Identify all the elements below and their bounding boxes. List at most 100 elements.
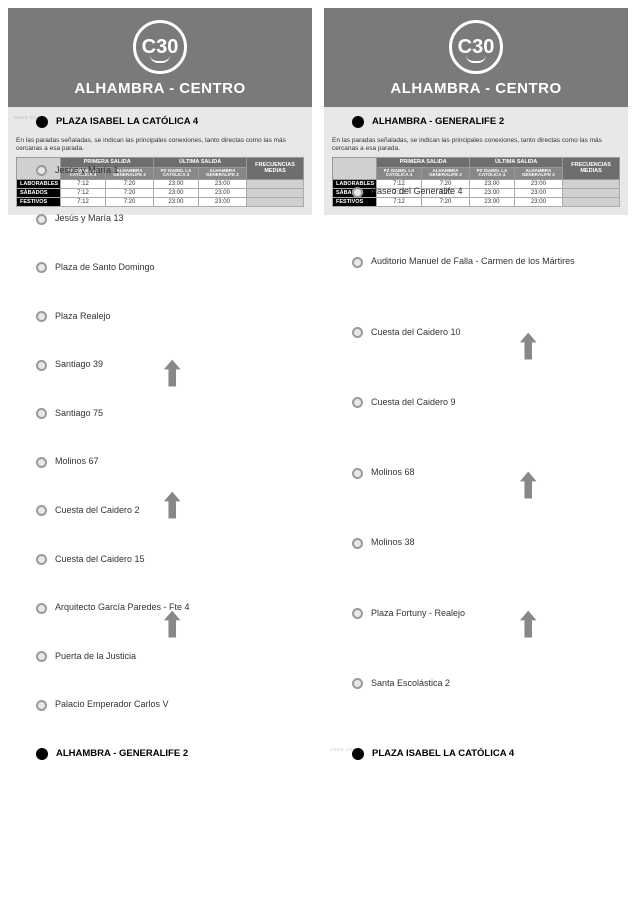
direction-arrow-icon: ⬆ <box>160 358 184 392</box>
stop-label: Plaza de Santo Domingo <box>55 263 155 273</box>
stop: Plaza de Santo Domingo <box>8 261 312 275</box>
stop-label: Palacio Emperador Carlos V <box>55 700 169 710</box>
cell: 7:20 <box>105 179 153 188</box>
row-label: FESTIVOS <box>17 197 61 206</box>
footnote: En las paradas señaladas, se indican las… <box>332 137 620 153</box>
stop-label: Santiago 75 <box>55 409 103 419</box>
panel-footer: En las paradas señaladas, se indican las… <box>324 133 628 215</box>
stop-label: ALHAMBRA - GENERALIFE 2 <box>372 117 504 127</box>
stop-label: ALHAMBRA - GENERALIFE 2 <box>56 749 188 759</box>
stop: Molinos 38 <box>324 536 628 550</box>
cell: 23:00 <box>154 188 199 197</box>
row-label: LABORABLES <box>17 179 61 188</box>
stop: ○○○○ ○○○○PLAZA ISABEL LA CATÓLICA 4 <box>8 115 312 129</box>
stop-label: Santa Escolástica 2 <box>371 679 450 689</box>
col-header: PRIMERA SALIDA <box>377 157 470 167</box>
stop-marker <box>352 608 363 619</box>
stop-marker <box>352 327 363 338</box>
stop: Paseo del Generalife 4 <box>324 185 628 199</box>
stop: ○○○○ ○○○○PLAZA ISABEL LA CATÓLICA 4 <box>324 747 628 761</box>
cell <box>247 188 304 197</box>
stops-area: ○○○○ ○○○○PLAZA ISABEL LA CATÓLICA 4Jesús… <box>8 107 312 133</box>
stop-label: Puerta de la Justicia <box>55 652 136 662</box>
stop-label: Paseo del Generalife 4 <box>371 187 463 197</box>
stop-marker <box>36 311 47 322</box>
direction-arrow-icon: ⬆ <box>516 331 540 365</box>
stop-marker <box>352 187 363 198</box>
route-panel: C30ALHAMBRA - CENTRO ALHAMBRA - GENERALIF… <box>324 8 628 215</box>
cell: 7:20 <box>105 188 153 197</box>
stop-label: Plaza Realejo <box>55 312 111 322</box>
stop-marker <box>36 457 47 468</box>
col-header: FRECUENCIAS MEDIAS <box>563 157 620 179</box>
cell <box>247 197 304 206</box>
stop: Plaza Realejo <box>8 309 312 323</box>
cell: 23:00 <box>198 179 246 188</box>
stop-label: Molinos 38 <box>371 538 415 548</box>
stop-label: Jesús y María 1 <box>55 166 119 176</box>
stop: Palacio Emperador Carlos V <box>8 698 312 712</box>
stop-marker <box>36 360 47 371</box>
stop: Auditorio Manuel de Falla - Carmen de lo… <box>324 255 628 269</box>
stop-label: PLAZA ISABEL LA CATÓLICA 4 <box>372 749 514 759</box>
route-logo: C30 <box>449 20 503 74</box>
table-row: SÁBADOS7:127:2023:0023:00 <box>17 188 304 197</box>
stop: Plaza Fortuny - Realejo <box>324 607 628 621</box>
stop-label: PLAZA ISABEL LA CATÓLICA 4 <box>56 117 198 127</box>
direction-arrow-icon: ⬆ <box>516 609 540 643</box>
stop-marker <box>352 397 363 408</box>
cell: 7:12 <box>61 197 106 206</box>
cell: 23:00 <box>198 197 246 206</box>
stop-marker <box>352 678 363 689</box>
terminal-stop-marker <box>36 748 48 760</box>
cell: 7:20 <box>105 197 153 206</box>
stop-label: Plaza Fortuny - Realejo <box>371 609 465 619</box>
terminal-stop-marker <box>36 116 48 128</box>
stop-label: Cuesta del Caidero 15 <box>55 555 145 565</box>
row-label: SÁBADOS <box>17 188 61 197</box>
sub-header: PZ ISABEL LA CATÓLICA 4 <box>470 167 515 179</box>
stop-marker <box>36 603 47 614</box>
stop-label: Molinos 67 <box>55 457 99 467</box>
cell: 23:00 <box>154 197 199 206</box>
table-corner <box>333 157 377 179</box>
stop: Santa Escolástica 2 <box>324 677 628 691</box>
stop: Jesús y María 13 <box>8 212 312 226</box>
stop: Santiago 75 <box>8 407 312 421</box>
stop-label: Molinos 68 <box>371 468 415 478</box>
route-panel: C30ALHAMBRA - CENTRO○○○○ ○○○○PLAZA ISABE… <box>8 8 312 215</box>
panel-header: C30ALHAMBRA - CENTRO <box>8 8 312 107</box>
stop: Cuesta del Caidero 9 <box>324 396 628 410</box>
stop-label: Auditorio Manuel de Falla - Carmen de lo… <box>371 257 575 267</box>
stop: Jesús y María 1 <box>8 164 312 178</box>
stop: Molinos 67 <box>8 455 312 469</box>
sub-header: ALHAMBRA GENERALIFE 2 <box>421 167 469 179</box>
terminal-stop-marker <box>352 748 364 760</box>
sub-header: ALHAMBRA GENERALIFE 2 <box>514 167 562 179</box>
stop: Puerta de la Justicia <box>8 650 312 664</box>
stop: Molinos 68 <box>324 466 628 480</box>
stop-marker <box>36 700 47 711</box>
cell: 7:12 <box>61 179 106 188</box>
stop-label: Jesús y María 13 <box>55 214 124 224</box>
direction-arrow-icon: ⬆ <box>160 609 184 643</box>
stop-marker <box>352 538 363 549</box>
stop-label: Santiago 39 <box>55 360 103 370</box>
stop-label: Cuesta del Caidero 2 <box>55 506 140 516</box>
stop: Cuesta del Caidero 15 <box>8 553 312 567</box>
cell: 23:00 <box>154 179 199 188</box>
stop-label: Cuesta del Caidero 10 <box>371 328 461 338</box>
stop-marker <box>352 257 363 268</box>
stop-marker <box>36 408 47 419</box>
stop-marker <box>36 651 47 662</box>
stop-marker <box>36 505 47 516</box>
stop: ALHAMBRA - GENERALIFE 2 <box>8 747 312 761</box>
terminal-stop-marker <box>352 116 364 128</box>
panel-header: C30ALHAMBRA - CENTRO <box>324 8 628 107</box>
route-title: ALHAMBRA - CENTRO <box>8 80 312 97</box>
cell: 7:12 <box>61 188 106 197</box>
stop-marker <box>36 554 47 565</box>
stop-marker <box>36 165 47 176</box>
table-row: FESTIVOS7:127:2023:0023:00 <box>17 197 304 206</box>
stop: Cuesta del Caidero 10 <box>324 326 628 340</box>
